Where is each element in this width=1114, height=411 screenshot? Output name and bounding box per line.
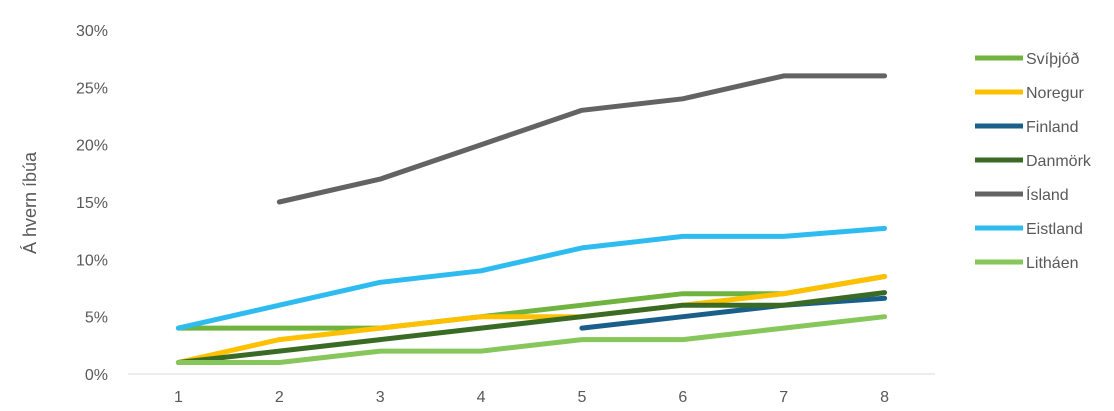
series-line-Ísland bbox=[276, 73, 888, 205]
y-tick-label: 10% bbox=[76, 252, 108, 269]
series-line-Finland bbox=[579, 295, 888, 331]
legend-label: Finland bbox=[1026, 119, 1078, 136]
legend-label: Ísland bbox=[1026, 185, 1069, 204]
x-tick-label: 5 bbox=[577, 389, 586, 406]
y-tick-label: 25% bbox=[76, 80, 108, 97]
y-tick-label: 0% bbox=[85, 367, 108, 384]
legend-label: Danmörk bbox=[1026, 153, 1092, 170]
y-axis-tick-labels: 0% 5% 10% 15% 20% 25% 30% bbox=[76, 23, 108, 384]
y-axis-title: Á hvern íbúa bbox=[20, 151, 40, 254]
legend-label: Litháen bbox=[1026, 255, 1079, 272]
series-line-Litháen bbox=[175, 314, 888, 365]
legend-label: Noregur bbox=[1026, 85, 1084, 102]
x-tick-label: 6 bbox=[678, 389, 687, 406]
x-tick-label: 8 bbox=[880, 389, 889, 406]
legend: Svíþjóð Noregur Finland Danmörk Ísland Eistla… bbox=[975, 51, 1092, 272]
series-lines bbox=[175, 73, 888, 365]
series-line-Danmörk bbox=[175, 290, 888, 365]
x-tick-label: 2 bbox=[275, 389, 284, 406]
series-line-Noregur bbox=[175, 274, 888, 365]
x-tick-label: 4 bbox=[477, 389, 486, 406]
y-tick-label: 20% bbox=[76, 138, 108, 155]
y-tick-label: 15% bbox=[76, 195, 108, 212]
series-line-Eistland bbox=[175, 225, 888, 331]
x-tick-label: 7 bbox=[779, 389, 788, 406]
y-tick-label: 5% bbox=[85, 310, 108, 327]
x-tick-label: 1 bbox=[174, 389, 183, 406]
x-axis-tick-labels: 1 2 3 4 5 6 7 8 bbox=[174, 389, 889, 406]
x-tick-label: 3 bbox=[376, 389, 385, 406]
y-tick-label: 30% bbox=[76, 23, 108, 40]
legend-label: Eistland bbox=[1026, 221, 1083, 238]
legend-label: Svíþjóð bbox=[1026, 51, 1079, 68]
